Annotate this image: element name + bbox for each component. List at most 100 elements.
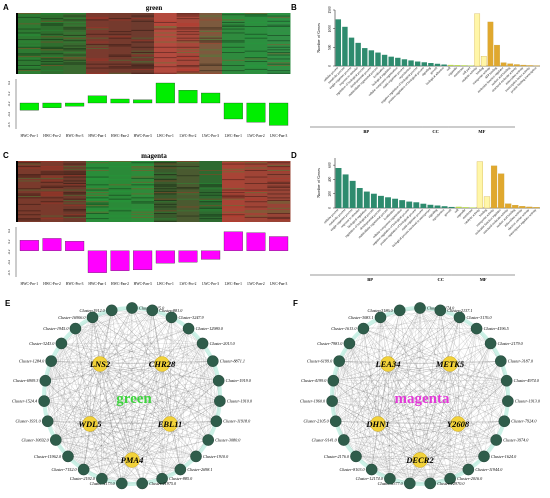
heatmap-streak (108, 175, 132, 177)
heatmap-streak (86, 179, 109, 181)
network-edge (51, 361, 56, 441)
hub-node (412, 452, 428, 468)
heatmap-streak (63, 63, 86, 65)
heatmap-streak (267, 70, 290, 72)
network-edge (459, 317, 501, 362)
network-edge (343, 439, 390, 479)
heatmap-streak (63, 200, 86, 201)
eigengene-tick: -0.2 (7, 101, 11, 106)
network-edge (92, 317, 122, 484)
sample-label: LWC-Pro-2 (180, 134, 197, 138)
heatmap-streak (18, 197, 41, 199)
heatmap-streak (199, 218, 222, 220)
network-edge (343, 363, 451, 441)
sample-label: HWC-Pro-2 (43, 282, 61, 286)
hub-label: WDL5 (78, 419, 102, 429)
network-edge (161, 317, 172, 365)
heatmap-streak (154, 36, 177, 38)
heatmap-streak (199, 42, 222, 44)
heatmap-streak (18, 180, 41, 182)
network-edge (387, 343, 491, 365)
network-edge (355, 456, 451, 479)
eigengene-bar (133, 250, 153, 271)
network-edge (389, 307, 421, 479)
heatmap-streak (40, 193, 64, 195)
heatmap-streak (222, 215, 245, 217)
heatmap-streak (63, 32, 86, 34)
outer-node-label: Cluster-11918.0 (223, 419, 251, 424)
network-edge (355, 307, 421, 457)
heatmap-streak (199, 201, 222, 203)
heatmap-streak (108, 162, 132, 164)
heatmap-streak (18, 161, 41, 162)
network-edge (99, 363, 163, 479)
heatmap-streak (18, 162, 41, 164)
network-edge (459, 317, 508, 402)
heatmap-streak (199, 54, 222, 56)
heatmap-streak (267, 52, 290, 53)
heatmap-streak (222, 168, 245, 170)
heatmap-streak (154, 180, 177, 182)
outer-node-label: Cluster-1910.0 (227, 399, 253, 404)
network-edge (45, 380, 69, 457)
network-edge (169, 401, 220, 425)
heatmap-streak (222, 28, 245, 30)
network-edge (45, 380, 143, 484)
network-edge (45, 328, 76, 381)
heatmap-streak (40, 218, 64, 220)
network-edge (44, 401, 84, 470)
heatmap-streak (199, 207, 222, 209)
heatmap-streak (86, 210, 109, 212)
heatmap-streak (86, 63, 109, 65)
heatmap-streak (267, 22, 290, 23)
heatmap-streak (18, 174, 41, 175)
network-edge (55, 439, 181, 470)
sample-label: HWC-Pan-3 (134, 134, 152, 138)
heatmap-streak (176, 31, 200, 33)
sample-label: HWC-Pan-2 (111, 282, 129, 286)
sample-label: HWC-Pro-1 (21, 282, 39, 286)
heatmap-streak (18, 59, 41, 61)
heatmap-streak (63, 15, 86, 17)
network-edge (343, 317, 460, 441)
network-edge (188, 328, 217, 422)
heatmap-streak (244, 167, 268, 169)
heatmap-streak (40, 194, 64, 196)
sample-label: LWC-Pro-1 (157, 134, 174, 138)
network-edge (387, 363, 410, 484)
heatmap-streak (244, 216, 268, 218)
heatmap-streak (131, 187, 154, 188)
heatmap-streak (108, 210, 132, 212)
heatmap-streak (63, 185, 86, 187)
heatmap-streak (40, 197, 64, 199)
network-edge (47, 343, 62, 422)
heatmap-streak (63, 35, 86, 36)
heatmap-streak (86, 19, 109, 21)
network-edge (142, 423, 171, 484)
heatmap-streak (267, 27, 290, 29)
heatmap-streak (131, 52, 154, 53)
heatmap-streak (131, 170, 154, 171)
eigengene-bar (269, 236, 289, 251)
go-bar (335, 19, 342, 66)
network-edge (47, 421, 181, 470)
hub-node (450, 416, 466, 432)
network-edge (47, 421, 84, 470)
heatmap-streak (63, 183, 86, 184)
outer-node (207, 355, 219, 367)
heatmap-column (86, 13, 110, 74)
network-edge (83, 363, 163, 470)
network-edge (45, 361, 213, 381)
heatmap-streak (154, 162, 177, 164)
network-edge (47, 421, 143, 484)
outer-node-label: Cluster-12970.0 (437, 481, 465, 486)
heatmap-streak (131, 18, 154, 20)
network-edge (371, 307, 421, 470)
heatmap-streak (199, 65, 222, 66)
heatmap-streak (108, 54, 132, 56)
network-edge (419, 343, 491, 461)
heatmap-streak (176, 70, 200, 72)
network-edge (45, 343, 203, 381)
network-edge (55, 343, 203, 441)
outer-node-label: Cluster-16906.0 (58, 315, 86, 320)
